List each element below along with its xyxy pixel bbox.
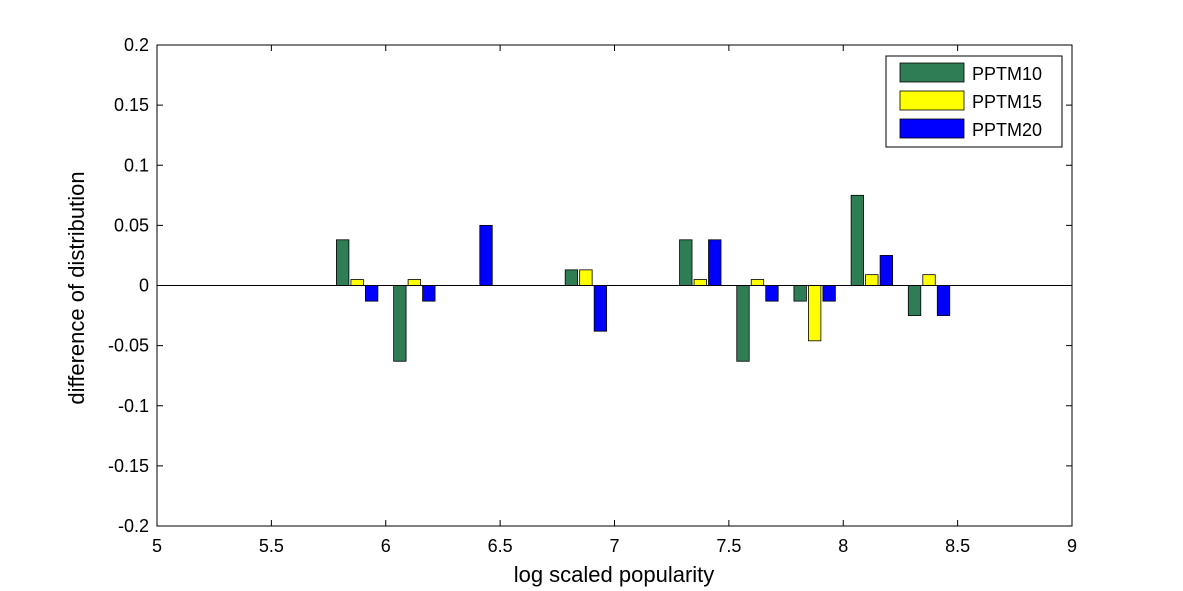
legend-swatch [899, 118, 965, 139]
y-tick-label: 0 [139, 276, 149, 296]
bar-pptm20 [479, 224, 493, 286]
x-tick-label: 7.5 [716, 536, 741, 556]
y-tick-label: 0.1 [124, 155, 149, 175]
bar-pptm20 [765, 285, 779, 302]
bar-pptm15 [750, 279, 765, 286]
legend-label: PPTM10 [972, 64, 1042, 84]
bar-pptm20 [593, 285, 608, 332]
y-tick-label: -0.15 [108, 456, 149, 476]
x-tick-label: 9 [1067, 536, 1077, 556]
y-axis-label: difference of distribution [64, 171, 89, 404]
bar-pptm15 [865, 274, 879, 286]
x-tick-label: 6 [381, 536, 391, 556]
bar-pptm15 [693, 279, 707, 286]
x-axis-ticks: 5 5.5 6 6.5 7 7.5 8 8.5 9 [152, 45, 1077, 556]
bar-pptm20 [879, 255, 893, 286]
y-tick-label: 0.2 [124, 35, 149, 55]
bar-pptm15 [579, 269, 593, 286]
bar-pptm10 [393, 285, 407, 362]
bar-pptm10 [793, 285, 807, 302]
legend-swatch [899, 62, 965, 83]
y-tick-label: 0.15 [114, 95, 149, 115]
bar-pptm10 [907, 285, 922, 316]
x-tick-label: 8 [838, 536, 848, 556]
bar-pptm20 [365, 285, 379, 302]
bar-pptm20 [708, 239, 722, 286]
bar-pptm10 [564, 269, 579, 286]
bars-group [336, 194, 951, 362]
y-tick-label: 0.05 [114, 215, 149, 235]
bar-pptm10 [850, 194, 864, 286]
legend: PPTM10 PPTM15 PPTM20 [885, 55, 1063, 148]
bar-pptm10 [336, 239, 350, 286]
x-axis-label: log scaled popularity [514, 562, 715, 587]
bar-pptm15 [808, 285, 822, 342]
bar-pptm10 [679, 239, 693, 286]
legend-label: PPTM20 [972, 120, 1042, 140]
x-tick-label: 8.5 [945, 536, 970, 556]
bar-pptm15 [922, 274, 936, 286]
y-tick-label: -0.2 [118, 516, 149, 536]
legend-label: PPTM15 [972, 92, 1042, 112]
x-tick-label: 6.5 [488, 536, 513, 556]
legend-swatch [899, 90, 965, 111]
bar-pptm15 [350, 279, 364, 286]
bar-pptm20 [422, 285, 436, 302]
bar-pptm20 [936, 285, 951, 316]
bar-pptm15 [407, 279, 421, 286]
x-tick-label: 5.5 [259, 536, 284, 556]
bar-pptm10 [736, 285, 750, 362]
y-tick-label: -0.1 [118, 396, 149, 416]
x-tick-label: 7 [609, 536, 619, 556]
bar-pptm20 [822, 285, 836, 302]
x-tick-label: 5 [152, 536, 162, 556]
y-tick-label: -0.05 [108, 336, 149, 356]
y-axis-ticks: -0.2 -0.15 -0.1 -0.05 0 0.05 0.1 0.15 0.2 [108, 35, 1072, 536]
